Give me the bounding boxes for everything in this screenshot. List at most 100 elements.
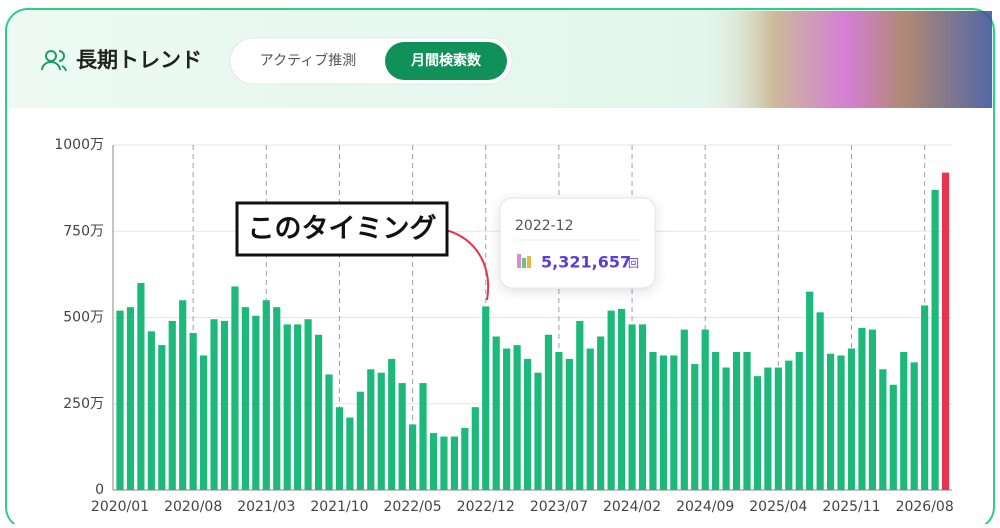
bar: [513, 345, 521, 490]
bar: [325, 374, 333, 490]
y-tick-label: 750万: [63, 223, 104, 239]
tooltip-value: 5,321,657: [541, 253, 631, 272]
tooltip-icon: [517, 254, 531, 268]
bar: [732, 352, 741, 490]
bar: [941, 172, 950, 490]
x-tick-label: 2026/08: [896, 499, 954, 515]
bar: [534, 372, 542, 490]
bar: [356, 391, 364, 490]
x-tick-label: 2020/08: [164, 499, 222, 515]
bar: [116, 310, 124, 490]
bar: [314, 334, 323, 490]
y-tick-label: 500万: [63, 310, 104, 326]
x-tick-label: 2021/10: [310, 499, 368, 515]
bar: [868, 329, 876, 490]
bar: [450, 436, 458, 490]
bar: [931, 189, 939, 490]
bar: [649, 352, 657, 490]
x-tick-label: 2020/01: [91, 499, 149, 515]
bar: [304, 319, 312, 490]
bar: [252, 315, 260, 490]
bar: [429, 433, 438, 490]
bar: [409, 424, 417, 490]
bar: [147, 331, 155, 490]
bar: [492, 336, 500, 490]
tooltip-date: 2022-12: [515, 218, 574, 234]
bar: [827, 353, 835, 490]
bar: [670, 355, 678, 490]
header-photo: [700, 11, 992, 108]
bar: [544, 334, 553, 490]
tab-active-bg[interactable]: [385, 42, 507, 80]
bar: [806, 291, 814, 490]
x-tick-label: 2025/11: [822, 499, 880, 515]
y-tick-label: 250万: [63, 396, 104, 412]
bar: [628, 324, 636, 490]
bar: [858, 327, 866, 490]
bar: [879, 369, 887, 490]
bar: [774, 367, 782, 490]
bar: [346, 417, 354, 490]
bar: [847, 348, 856, 490]
bar: [523, 358, 532, 490]
bar: [900, 352, 908, 490]
bar: [680, 329, 688, 490]
bar: [283, 324, 291, 490]
bar: [419, 383, 427, 490]
tooltip: [499, 197, 656, 289]
tab[interactable]: アクティブ推測: [260, 52, 356, 69]
bar: [910, 362, 918, 490]
x-tick-label: 2025/04: [749, 499, 807, 515]
annotation: このタイミング: [248, 213, 437, 245]
bar: [618, 308, 626, 490]
bar: [189, 333, 197, 490]
bar: [638, 324, 647, 490]
bar: [921, 305, 929, 490]
bar: [555, 352, 563, 490]
bar: [273, 307, 281, 490]
bar: [200, 355, 208, 490]
bar: [377, 372, 385, 490]
bar: [220, 320, 229, 490]
bar: [712, 352, 720, 490]
y-tick-label: 0: [95, 482, 104, 498]
bar: [461, 427, 469, 490]
bar: [764, 367, 772, 490]
bar: [701, 329, 709, 490]
x-tick-label: 2022/05: [384, 499, 442, 515]
bar: [262, 300, 270, 490]
bar: [576, 320, 584, 490]
x-tick-label: 2023/07: [530, 499, 588, 515]
users-icon: [41, 50, 67, 72]
bar: [158, 345, 166, 490]
bar: [231, 286, 239, 490]
bar: [367, 369, 375, 490]
bar: [565, 358, 573, 490]
x-tick-label: 2022/12: [457, 499, 515, 515]
x-tick-label: 2024/02: [603, 499, 661, 515]
bar: [335, 407, 344, 490]
bar: [816, 312, 824, 490]
bar: [210, 319, 218, 490]
tab-active[interactable]: 月間検索数: [410, 52, 482, 69]
bar: [795, 352, 803, 490]
bar: [586, 348, 594, 490]
bar: [241, 307, 249, 490]
bar: [889, 384, 897, 490]
bar: [597, 336, 605, 490]
bar: [398, 383, 406, 490]
bar: [179, 300, 187, 490]
bar: [607, 310, 615, 490]
bar: [753, 376, 762, 490]
bar: [482, 306, 490, 490]
bar: [503, 348, 511, 490]
bar: [837, 355, 845, 490]
bar: [137, 283, 145, 490]
bar: [471, 407, 479, 490]
bar: [659, 355, 667, 490]
bar: [294, 324, 302, 490]
bar: [388, 358, 396, 490]
y-tick-label: 1000万: [54, 137, 104, 153]
bar: [126, 307, 135, 490]
